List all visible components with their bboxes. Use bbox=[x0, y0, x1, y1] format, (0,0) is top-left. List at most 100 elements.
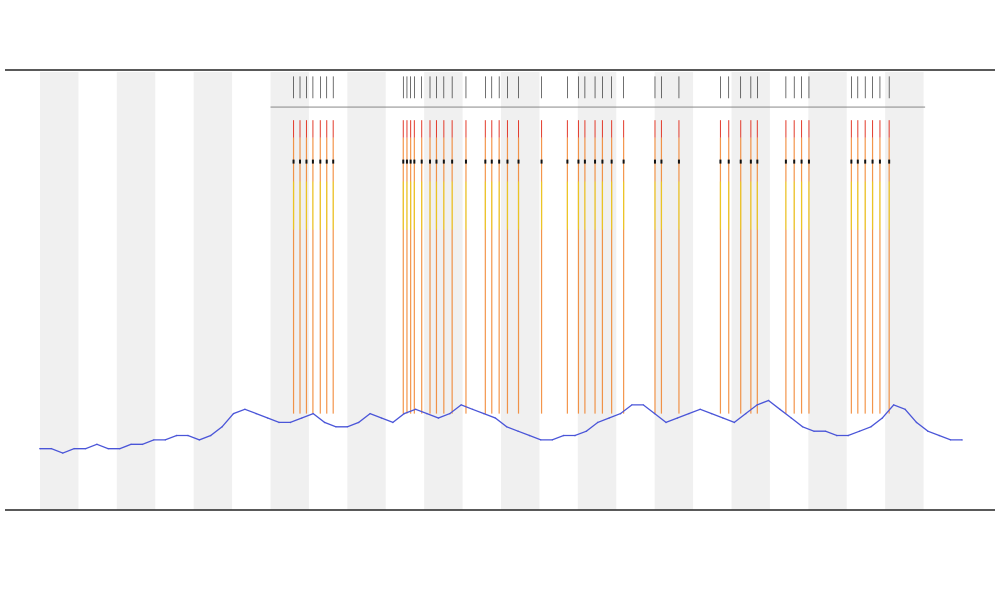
series-point bbox=[756, 404, 758, 406]
spike-marker-black bbox=[601, 159, 604, 164]
series-point bbox=[437, 417, 440, 419]
series-point bbox=[141, 443, 144, 446]
spike-marker-black bbox=[498, 159, 501, 164]
series-point bbox=[961, 439, 963, 441]
series-point bbox=[927, 430, 929, 432]
spike-marker-black bbox=[864, 159, 867, 164]
series-point bbox=[426, 412, 428, 415]
series-point bbox=[858, 430, 861, 432]
spike-marker-black bbox=[420, 159, 423, 164]
spike-marker-black bbox=[719, 159, 722, 164]
series-point bbox=[847, 434, 849, 437]
spike-marker-black bbox=[305, 159, 308, 164]
series-point bbox=[585, 430, 588, 432]
series-point bbox=[244, 408, 246, 411]
series-point bbox=[870, 425, 872, 428]
series-point bbox=[562, 434, 565, 437]
series-point bbox=[107, 447, 110, 450]
spike-marker-black bbox=[402, 159, 405, 164]
series-point bbox=[505, 425, 508, 428]
series-point bbox=[175, 434, 178, 437]
series-point bbox=[790, 417, 793, 419]
series-point bbox=[380, 417, 383, 419]
series-point bbox=[61, 452, 64, 454]
series-point bbox=[266, 417, 269, 419]
spike-marker-black bbox=[299, 159, 302, 164]
background-band bbox=[501, 72, 540, 510]
series-point bbox=[528, 434, 531, 437]
series-point bbox=[653, 412, 656, 415]
series-point bbox=[335, 425, 337, 428]
series-point bbox=[153, 439, 155, 441]
spike-marker-black bbox=[464, 159, 467, 164]
background-band bbox=[808, 72, 847, 510]
series-point bbox=[733, 421, 736, 424]
spike-marker-black bbox=[442, 159, 445, 164]
series-point bbox=[904, 408, 906, 411]
series-point bbox=[369, 412, 371, 415]
series-line bbox=[40, 399, 962, 454]
background-band bbox=[193, 72, 233, 510]
spike-marker-black bbox=[506, 159, 509, 164]
series-point bbox=[915, 421, 918, 424]
series-point bbox=[50, 447, 53, 450]
background-band bbox=[654, 72, 694, 510]
series-point bbox=[323, 421, 326, 424]
series-point bbox=[278, 421, 280, 424]
spike-marker-black bbox=[888, 159, 891, 164]
series-point bbox=[574, 434, 576, 437]
series-point bbox=[779, 408, 781, 411]
spike-marker-black bbox=[871, 159, 874, 164]
spike-marker-black bbox=[784, 159, 787, 164]
series-point bbox=[357, 421, 360, 424]
spike-marker-black bbox=[311, 159, 314, 164]
spike-marker-black bbox=[325, 159, 328, 164]
series-point bbox=[710, 412, 713, 415]
series-point bbox=[312, 412, 314, 415]
spike-marker-black bbox=[540, 159, 543, 164]
series-point bbox=[301, 417, 303, 419]
series-point bbox=[460, 404, 462, 406]
background-band bbox=[347, 72, 386, 510]
series-point bbox=[494, 417, 497, 419]
spike-marker-black bbox=[878, 159, 881, 164]
spike-marker-black bbox=[610, 159, 613, 164]
series-point bbox=[631, 404, 633, 406]
series-point bbox=[517, 430, 519, 432]
series-point bbox=[665, 421, 667, 424]
series-point bbox=[608, 417, 610, 419]
spike-marker-black bbox=[622, 159, 625, 164]
series-point bbox=[403, 412, 406, 415]
series-point bbox=[346, 425, 349, 428]
spike-marker-black bbox=[594, 159, 597, 164]
background-band bbox=[577, 72, 617, 510]
background-band bbox=[885, 72, 924, 510]
series-point bbox=[198, 439, 201, 441]
spike-marker-black bbox=[749, 159, 752, 164]
spike-marker-black bbox=[319, 159, 322, 164]
series-point bbox=[881, 417, 884, 419]
spike-marker-black bbox=[583, 159, 586, 164]
series-point bbox=[744, 412, 747, 415]
spike-marker-black bbox=[756, 159, 759, 164]
series-point bbox=[118, 447, 121, 450]
series-point bbox=[835, 434, 838, 437]
series-point bbox=[892, 404, 895, 406]
series-point bbox=[392, 421, 394, 424]
spike-marker-black bbox=[332, 159, 335, 164]
series-point bbox=[540, 439, 542, 441]
series-point bbox=[619, 412, 622, 415]
spike-marker-black bbox=[793, 159, 796, 164]
series-point bbox=[232, 412, 235, 415]
spike-marker-black bbox=[413, 159, 416, 164]
spike-marker-black bbox=[517, 159, 520, 164]
series-point bbox=[73, 447, 75, 450]
background-band bbox=[270, 72, 309, 510]
series-point bbox=[551, 439, 554, 441]
spike-marker-black bbox=[739, 159, 742, 164]
series-point bbox=[483, 412, 485, 415]
spike-marker-black bbox=[856, 159, 859, 164]
series-point bbox=[39, 447, 41, 450]
